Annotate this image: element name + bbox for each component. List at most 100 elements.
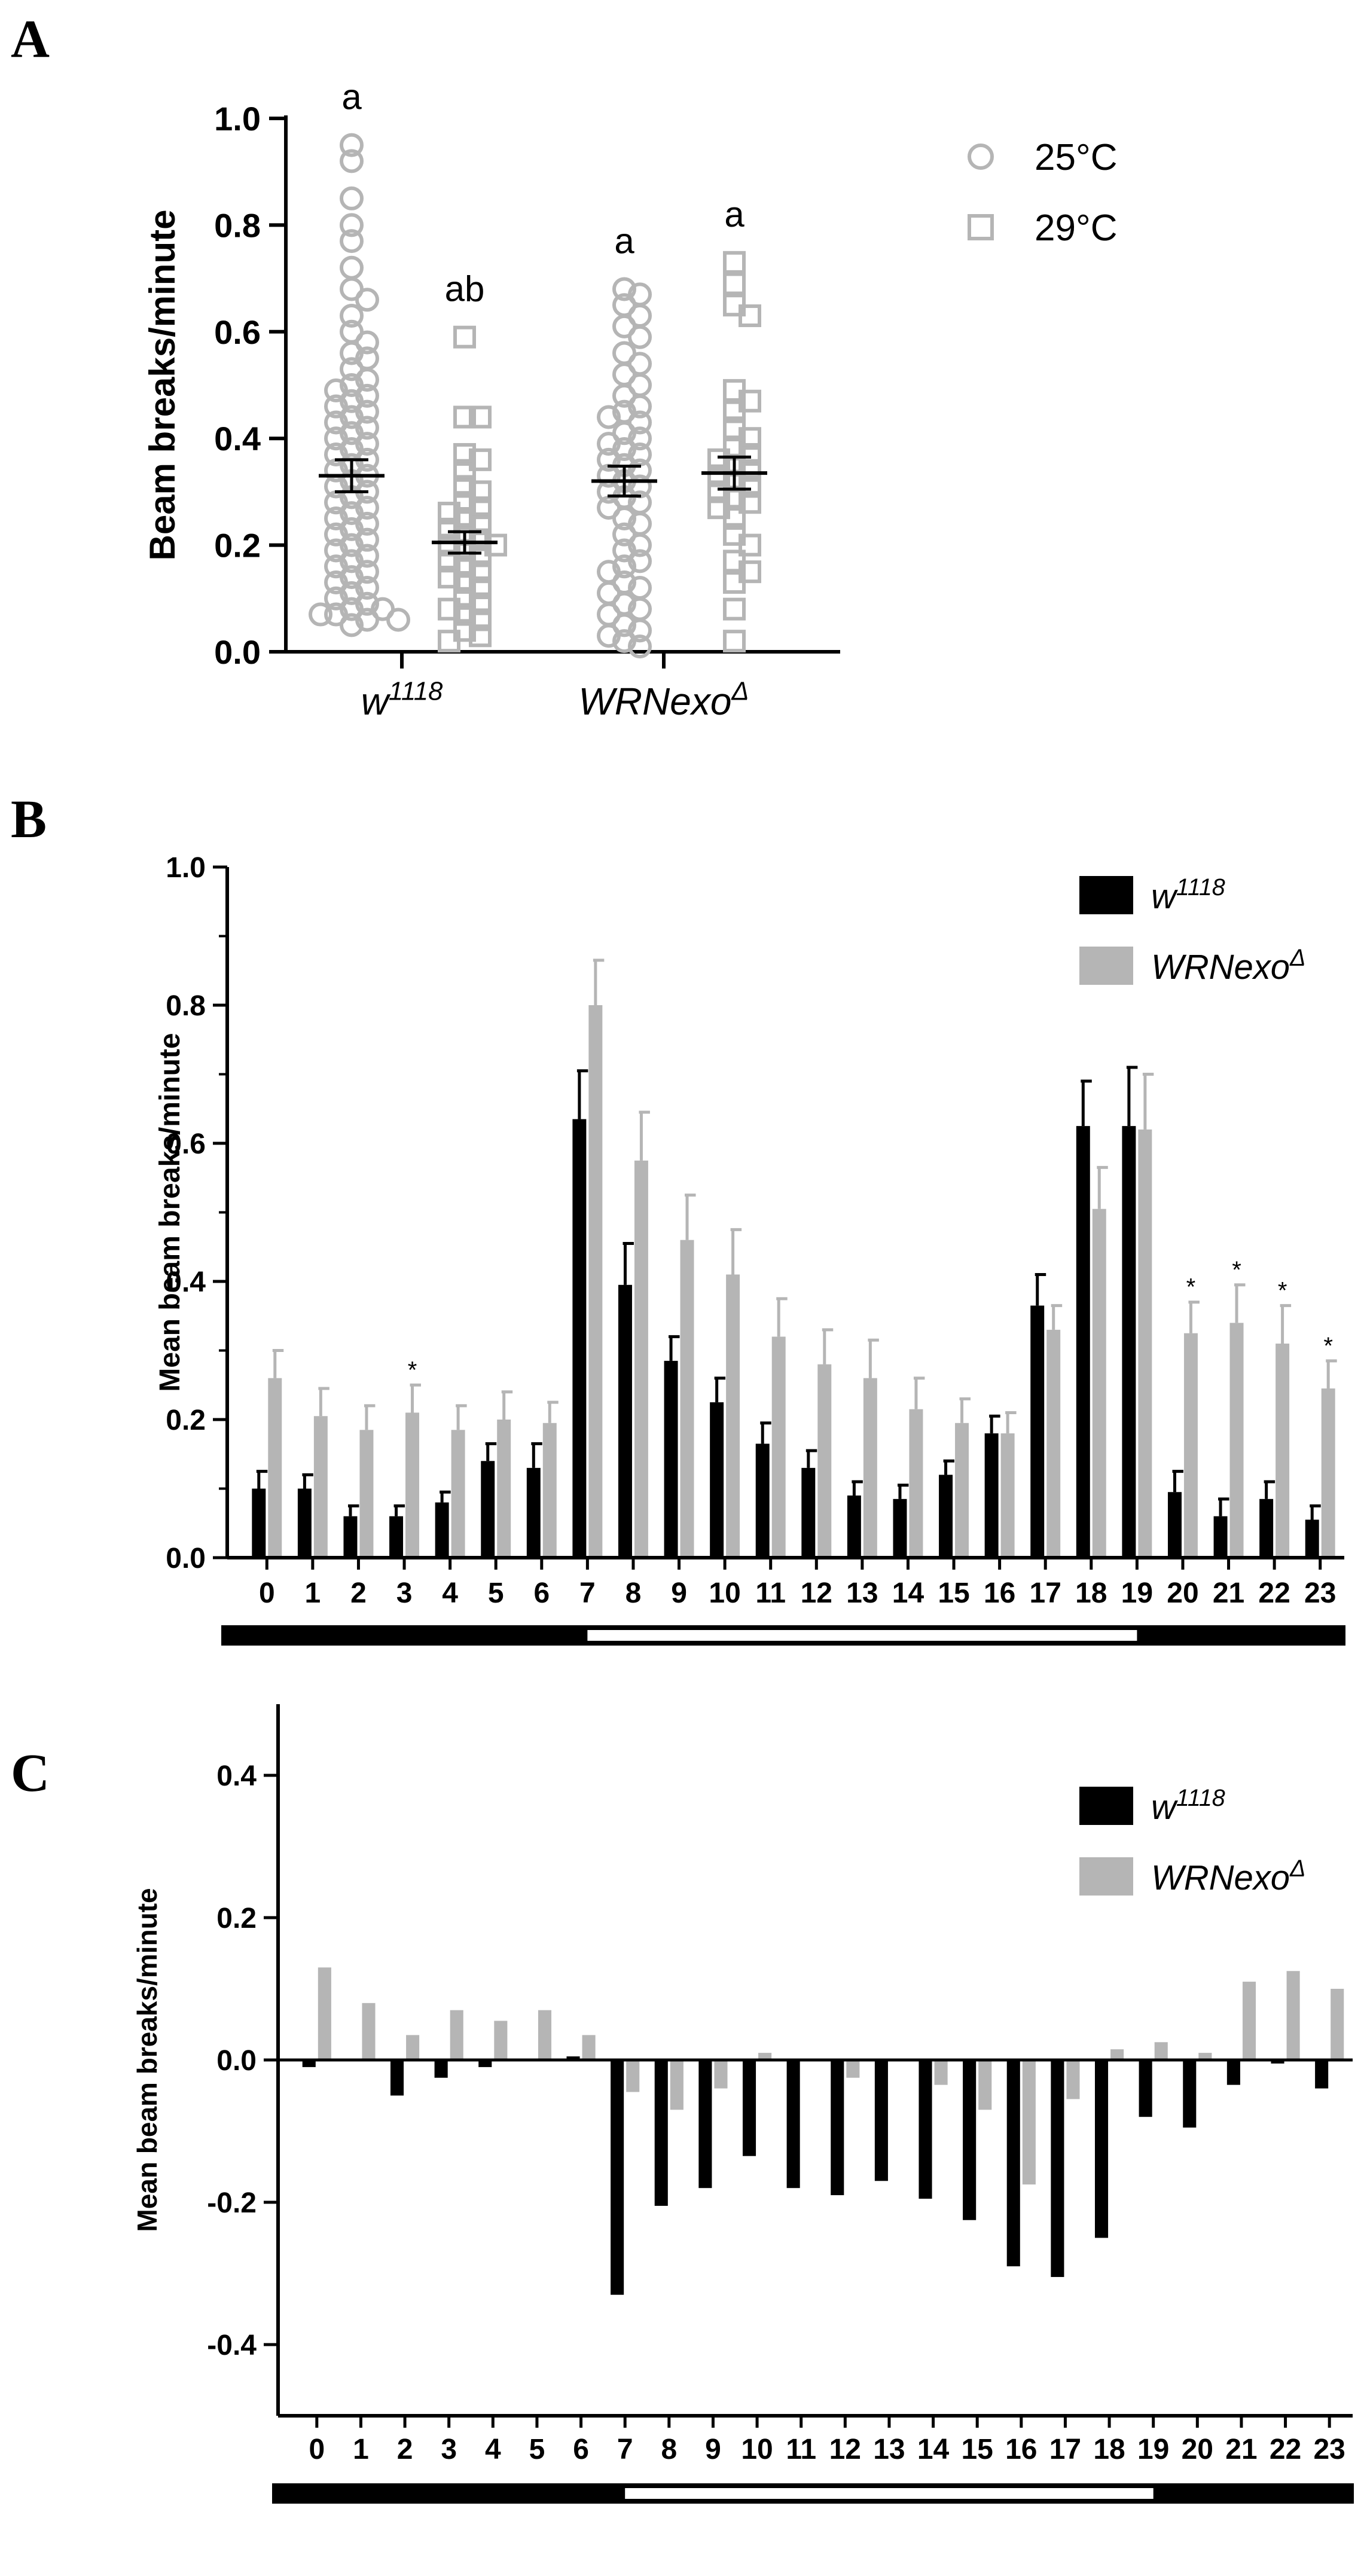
panelC-bar-w1118 bbox=[919, 2060, 932, 2199]
panel-c-chart: -0.4 -0.2 0.0 0.2 0.4 Mean beam breaks/minute… bbox=[132, 1704, 1354, 2504]
a-point-circle bbox=[612, 629, 636, 654]
panelB-x-tick-label: 8 bbox=[625, 1577, 642, 1609]
a-point-square bbox=[723, 251, 746, 274]
panelB-x-tick-label: 2 bbox=[350, 1577, 367, 1609]
panelB-x-tick-label: 16 bbox=[984, 1577, 1015, 1609]
a-point-square bbox=[469, 624, 492, 648]
panelC-y-tick-label: 0.4 bbox=[216, 1760, 257, 1792]
panelB-bar-w1118 bbox=[526, 1467, 541, 1558]
a-group-label: WRNexoΔ bbox=[578, 677, 749, 723]
a-point-square bbox=[453, 325, 476, 349]
panelC-y-tick-label: -0.4 bbox=[207, 2330, 257, 2361]
a-point-circle bbox=[597, 447, 621, 472]
a-point-square bbox=[438, 533, 460, 557]
a-point-circle bbox=[355, 399, 379, 424]
panelB-bar-wrnexo bbox=[771, 1336, 786, 1558]
panelB-bar-wrnexo bbox=[497, 1420, 511, 1558]
panelC-x-tick-label: 23 bbox=[1313, 2434, 1345, 2465]
panelC-bar-w1118 bbox=[1139, 2060, 1152, 2117]
panelC-x-tick-label: 4 bbox=[485, 2434, 501, 2465]
panelB-light-period-bar bbox=[587, 1630, 1137, 1641]
panelB-bar-w1118 bbox=[847, 1495, 861, 1558]
panelB-significance-star: * bbox=[1278, 1277, 1287, 1304]
panelC-bar-wrnexo bbox=[450, 2010, 463, 2060]
panelC-legend-swatch bbox=[1079, 1857, 1133, 1896]
panelC-x-tick-label: 14 bbox=[917, 2434, 950, 2465]
panelC-y-tick-label: 0.0 bbox=[216, 2045, 257, 2077]
panelC-x-tick-label: 10 bbox=[741, 2434, 773, 2465]
panelB-bar-w1118 bbox=[481, 1461, 495, 1558]
a-point-circle bbox=[340, 341, 364, 365]
panelC-x-tick-label: 1 bbox=[353, 2434, 369, 2465]
panelB-bar-w1118 bbox=[1167, 1492, 1182, 1558]
a-point-square bbox=[707, 480, 730, 503]
panelC-bar-wrnexo bbox=[582, 2035, 596, 2060]
a-point-circle bbox=[355, 511, 379, 536]
panelC-bar-w1118 bbox=[654, 2060, 668, 2206]
a-point-circle bbox=[340, 133, 364, 157]
panelB-bar-wrnexo bbox=[451, 1430, 465, 1558]
a-point-square bbox=[723, 597, 746, 621]
panelB-bar-wrnexo bbox=[359, 1430, 374, 1558]
a-group-label: w1118 bbox=[361, 677, 443, 723]
a-point-circle bbox=[355, 496, 379, 520]
panelC-bar-wrnexo bbox=[1066, 2060, 1080, 2099]
panelC-legend-label: WRNexoΔ bbox=[1151, 1855, 1305, 1897]
a-point-circle bbox=[628, 394, 652, 419]
panelC-x-tick-label: 8 bbox=[661, 2434, 677, 2465]
panelB-bar-w1118 bbox=[755, 1443, 770, 1558]
panelB-y-tick-label: 0.8 bbox=[166, 990, 206, 1022]
panelB-x-tick-label: 9 bbox=[671, 1577, 687, 1609]
panelC-bar-wrnexo bbox=[1242, 1982, 1256, 2060]
panelC-x-tick-label: 5 bbox=[529, 2434, 545, 2465]
a-point-square bbox=[739, 304, 761, 328]
a-point-circle bbox=[309, 602, 332, 627]
a-point-circle bbox=[597, 432, 621, 456]
panelC-bar-wrnexo bbox=[626, 2060, 640, 2092]
panelC-x-tick-label: 16 bbox=[1005, 2434, 1037, 2465]
a-y-tick-label: 0.0 bbox=[214, 633, 261, 671]
panelC-bar-w1118 bbox=[611, 2060, 624, 2295]
panelB-bar-wrnexo bbox=[542, 1423, 557, 1558]
a-point-circle bbox=[340, 149, 364, 173]
panelB-x-tick-label: 3 bbox=[396, 1577, 413, 1609]
a-legend-label: 25°C bbox=[1035, 137, 1118, 178]
panelC-bar-w1118 bbox=[302, 2060, 316, 2067]
a-point-square bbox=[438, 566, 460, 589]
panelB-bar-wrnexo bbox=[1183, 1333, 1198, 1558]
panelB-bar-w1118 bbox=[710, 1402, 724, 1558]
a-legend-label: 29°C bbox=[1035, 207, 1118, 249]
panelC-light-period-bar bbox=[625, 2488, 1154, 2499]
panelB-legend-label: w1118 bbox=[1151, 874, 1225, 916]
a-y-tick-label: 0.8 bbox=[214, 206, 261, 244]
panelB-bar-wrnexo bbox=[909, 1409, 923, 1558]
panelB-bar-w1118 bbox=[1076, 1126, 1090, 1558]
panelB-bar-w1118 bbox=[618, 1284, 632, 1558]
panelC-x-tick-label: 6 bbox=[573, 2434, 589, 2465]
panelB-bar-wrnexo bbox=[1276, 1343, 1290, 1558]
panelB-bar-w1118 bbox=[984, 1433, 999, 1558]
a-point-circle bbox=[628, 634, 652, 659]
a-point-circle bbox=[355, 383, 379, 408]
a-point-circle bbox=[597, 624, 621, 648]
panelB-y-tick-label: 1.0 bbox=[166, 852, 206, 884]
panelB-x-tick-label: 10 bbox=[709, 1577, 740, 1609]
a-point-circle bbox=[340, 304, 364, 328]
panelB-bar-wrnexo bbox=[955, 1423, 969, 1558]
panelC-bar-wrnexo bbox=[758, 2053, 772, 2060]
panelC-legend-swatch bbox=[1079, 1787, 1133, 1825]
panelB-x-tick-label: 14 bbox=[892, 1577, 924, 1609]
panelB-y-axis-label: Mean beam breaks/minute bbox=[154, 1033, 186, 1391]
panelB-significance-star: * bbox=[1232, 1257, 1241, 1283]
panelC-bar-w1118 bbox=[1315, 2060, 1329, 2089]
panelB-x-tick-label: 22 bbox=[1258, 1577, 1290, 1609]
panelB-bar-wrnexo bbox=[1092, 1208, 1106, 1558]
panelC-bar-wrnexo bbox=[494, 2020, 508, 2060]
panelC-bar-wrnexo bbox=[318, 1967, 331, 2060]
panelB-x-tick-label: 4 bbox=[442, 1577, 458, 1609]
panelC-bar-wrnexo bbox=[714, 2060, 728, 2089]
a-point-circle bbox=[355, 575, 379, 600]
panelB-x-tick-label: 11 bbox=[755, 1577, 786, 1609]
panelC-bar-w1118 bbox=[1226, 2060, 1240, 2085]
